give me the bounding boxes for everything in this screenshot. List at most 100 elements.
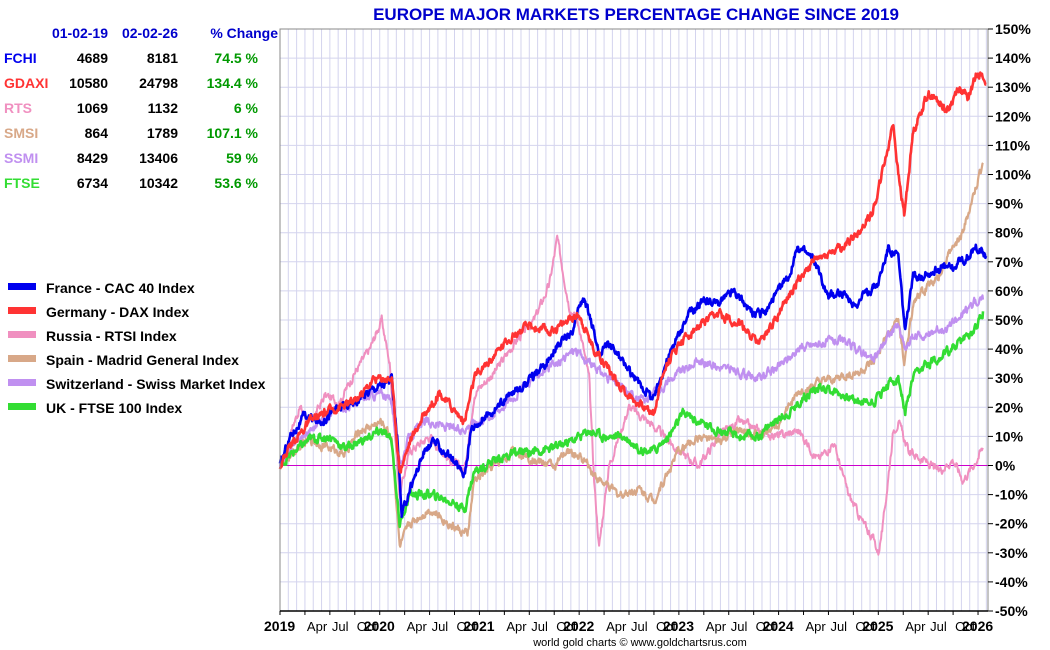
table-change-value: 53.6 % xyxy=(214,175,258,191)
x-tick-label: 2019 xyxy=(264,618,295,634)
x-tick-label: Jul xyxy=(930,619,947,634)
legend-label: Spain - Madrid General Index xyxy=(46,352,239,368)
y-tick-label: 80% xyxy=(995,225,1024,241)
y-tick-label: 110% xyxy=(995,137,1031,153)
y-tick-label: 100% xyxy=(995,167,1031,183)
table-end-value: 1789 xyxy=(147,125,178,141)
legend-label: Russia - RTSI Index xyxy=(46,328,177,344)
y-tick-label: 60% xyxy=(995,283,1024,299)
legend-swatch xyxy=(8,283,36,290)
summary-table: 01-02-19 02-02-26 % Change FCHI 4689 8181 74.5… xyxy=(4,25,278,191)
series-line xyxy=(279,234,984,556)
x-tick-label: 2025 xyxy=(862,618,893,634)
x-tick-label: Apr xyxy=(606,619,627,634)
table-change-value: 74.5 % xyxy=(214,50,258,66)
table-symbol: SSMI xyxy=(4,150,38,166)
y-tick-label: 20% xyxy=(995,399,1024,415)
table-symbol: FCHI xyxy=(4,50,37,66)
table-change-value: 134.4 % xyxy=(207,75,259,91)
table-end-value: 10342 xyxy=(139,175,178,191)
chart-title: EUROPE MAJOR MARKETS PERCENTAGE CHANGE S… xyxy=(373,5,899,24)
x-tick-label: Apr xyxy=(905,619,926,634)
table-header: % Change xyxy=(210,25,278,41)
x-tick-label: Oct xyxy=(457,619,478,634)
table-start-value: 8429 xyxy=(77,150,108,166)
y-tick-label: 40% xyxy=(995,341,1024,357)
y-tick-label: -30% xyxy=(995,545,1028,561)
series-layer xyxy=(278,71,988,556)
table-start-value: 10580 xyxy=(69,75,108,91)
y-tick-label: 130% xyxy=(995,79,1031,95)
x-tick-label: Apr xyxy=(706,619,727,634)
x-tick-label: 2022 xyxy=(563,618,594,634)
table-end-value: 13406 xyxy=(139,150,178,166)
table-start-value: 6734 xyxy=(77,175,108,191)
y-tick-label: -50% xyxy=(995,603,1028,619)
table-start-value: 1069 xyxy=(77,100,108,116)
x-tick-label: 2021 xyxy=(463,618,494,634)
y-tick-label: 0% xyxy=(995,458,1016,474)
x-tick-label: Jul xyxy=(731,619,748,634)
legend-swatch xyxy=(8,379,36,386)
x-tick-label: Apr xyxy=(307,619,328,634)
x-tick-label: Oct xyxy=(756,619,777,634)
x-tick-label: 2023 xyxy=(663,618,694,634)
table-start-value: 4689 xyxy=(77,50,108,66)
x-tick-label: Jul xyxy=(531,619,548,634)
y-tick-label: 30% xyxy=(995,370,1024,386)
legend-swatch xyxy=(8,307,36,314)
legend-label: UK - FTSE 100 Index xyxy=(46,400,182,416)
table-symbol: SMSI xyxy=(4,125,38,141)
x-tick-label: Jul xyxy=(332,619,349,634)
legend: France - CAC 40 Index Germany - DAX Index… xyxy=(8,280,266,416)
table-header: 01-02-19 xyxy=(52,25,108,41)
legend-label: Switzerland - Swiss Market Index xyxy=(46,376,266,392)
table-end-value: 1132 xyxy=(148,100,179,116)
y-tick-label: 90% xyxy=(995,196,1024,212)
table-header: 02-02-26 xyxy=(122,25,178,41)
x-tick-label: 2026 xyxy=(962,618,993,634)
y-axis: 150% 140% 130% 120% 110% 100% 90% 80% 70% 60% 50% 4… xyxy=(988,21,1031,619)
y-tick-label: 140% xyxy=(995,50,1031,66)
series-line xyxy=(279,162,984,548)
x-tick-label: Oct xyxy=(855,619,876,634)
series-line xyxy=(279,311,985,529)
series-line xyxy=(278,71,987,474)
x-tick-label: Jul xyxy=(830,619,847,634)
x-tick-label: Oct xyxy=(656,619,677,634)
x-tick-label: Apr xyxy=(506,619,527,634)
y-tick-label: 150% xyxy=(995,21,1031,37)
y-tick-label: -40% xyxy=(995,574,1028,590)
legend-swatch xyxy=(8,403,36,410)
x-tick-label: 2024 xyxy=(763,618,794,634)
table-change-value: 6 % xyxy=(234,100,259,116)
x-tick-label: Apr xyxy=(806,619,827,634)
chart-footer: world gold charts © www.goldchartsrus.co… xyxy=(532,637,747,649)
y-tick-label: 10% xyxy=(995,428,1024,444)
table-change-value: 59 % xyxy=(226,150,258,166)
table-end-value: 24798 xyxy=(139,75,178,91)
table-end-value: 8181 xyxy=(147,50,178,66)
legend-label: Germany - DAX Index xyxy=(46,304,189,320)
legend-swatch xyxy=(8,331,36,338)
x-tick-label: Apr xyxy=(407,619,428,634)
table-symbol: FTSE xyxy=(4,175,40,191)
x-tick-label: Oct xyxy=(955,619,976,634)
y-tick-label: 50% xyxy=(995,312,1024,328)
y-tick-label: 70% xyxy=(995,254,1024,270)
x-tick-label: Oct xyxy=(357,619,378,634)
x-tick-label: Jul xyxy=(432,619,449,634)
x-tick-label: Jul xyxy=(631,619,648,634)
legend-swatch xyxy=(8,355,36,362)
table-symbol: GDAXI xyxy=(4,75,48,91)
table-symbol: RTS xyxy=(4,100,32,116)
y-tick-label: 120% xyxy=(995,108,1031,124)
x-tick-label: Oct xyxy=(556,619,577,634)
y-tick-label: -20% xyxy=(995,516,1028,532)
table-change-value: 107.1 % xyxy=(207,125,259,141)
y-tick-label: -10% xyxy=(995,487,1028,503)
table-start-value: 864 xyxy=(85,125,109,141)
legend-label: France - CAC 40 Index xyxy=(46,280,195,296)
